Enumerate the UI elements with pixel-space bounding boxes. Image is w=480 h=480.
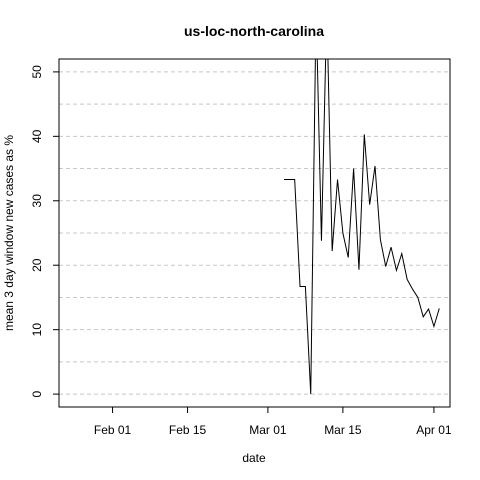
- series-line: [283, 59, 440, 395]
- y-axis: 0 10 20 30 40 50: [30, 65, 59, 397]
- grid-lines: [59, 71, 450, 395]
- x-tick-label: Mar 15: [324, 423, 362, 437]
- x-axis: Feb 01 Feb 15 Mar 01 Mar 15 Apr 01: [94, 407, 452, 437]
- chart-title: us-loc-north-carolina: [184, 23, 324, 39]
- plot-frame: [58, 58, 451, 408]
- x-tick-label: Feb 01: [94, 423, 132, 437]
- x-tick-label: Feb 15: [169, 423, 207, 437]
- y-tick-label: 30: [30, 194, 44, 208]
- y-tick-label: 10: [30, 323, 44, 337]
- y-tick-label: 50: [30, 65, 44, 79]
- y-tick-label: 0: [30, 390, 44, 397]
- y-tick-label: 40: [30, 129, 44, 143]
- x-tick-label: Apr 01: [416, 423, 452, 437]
- y-tick-label: 20: [30, 258, 44, 272]
- series-layer: [283, 59, 440, 395]
- x-axis-label: date: [242, 451, 266, 465]
- y-axis-label: mean 3 day window new cases as %: [2, 135, 16, 331]
- x-tick-label: Mar 01: [249, 423, 287, 437]
